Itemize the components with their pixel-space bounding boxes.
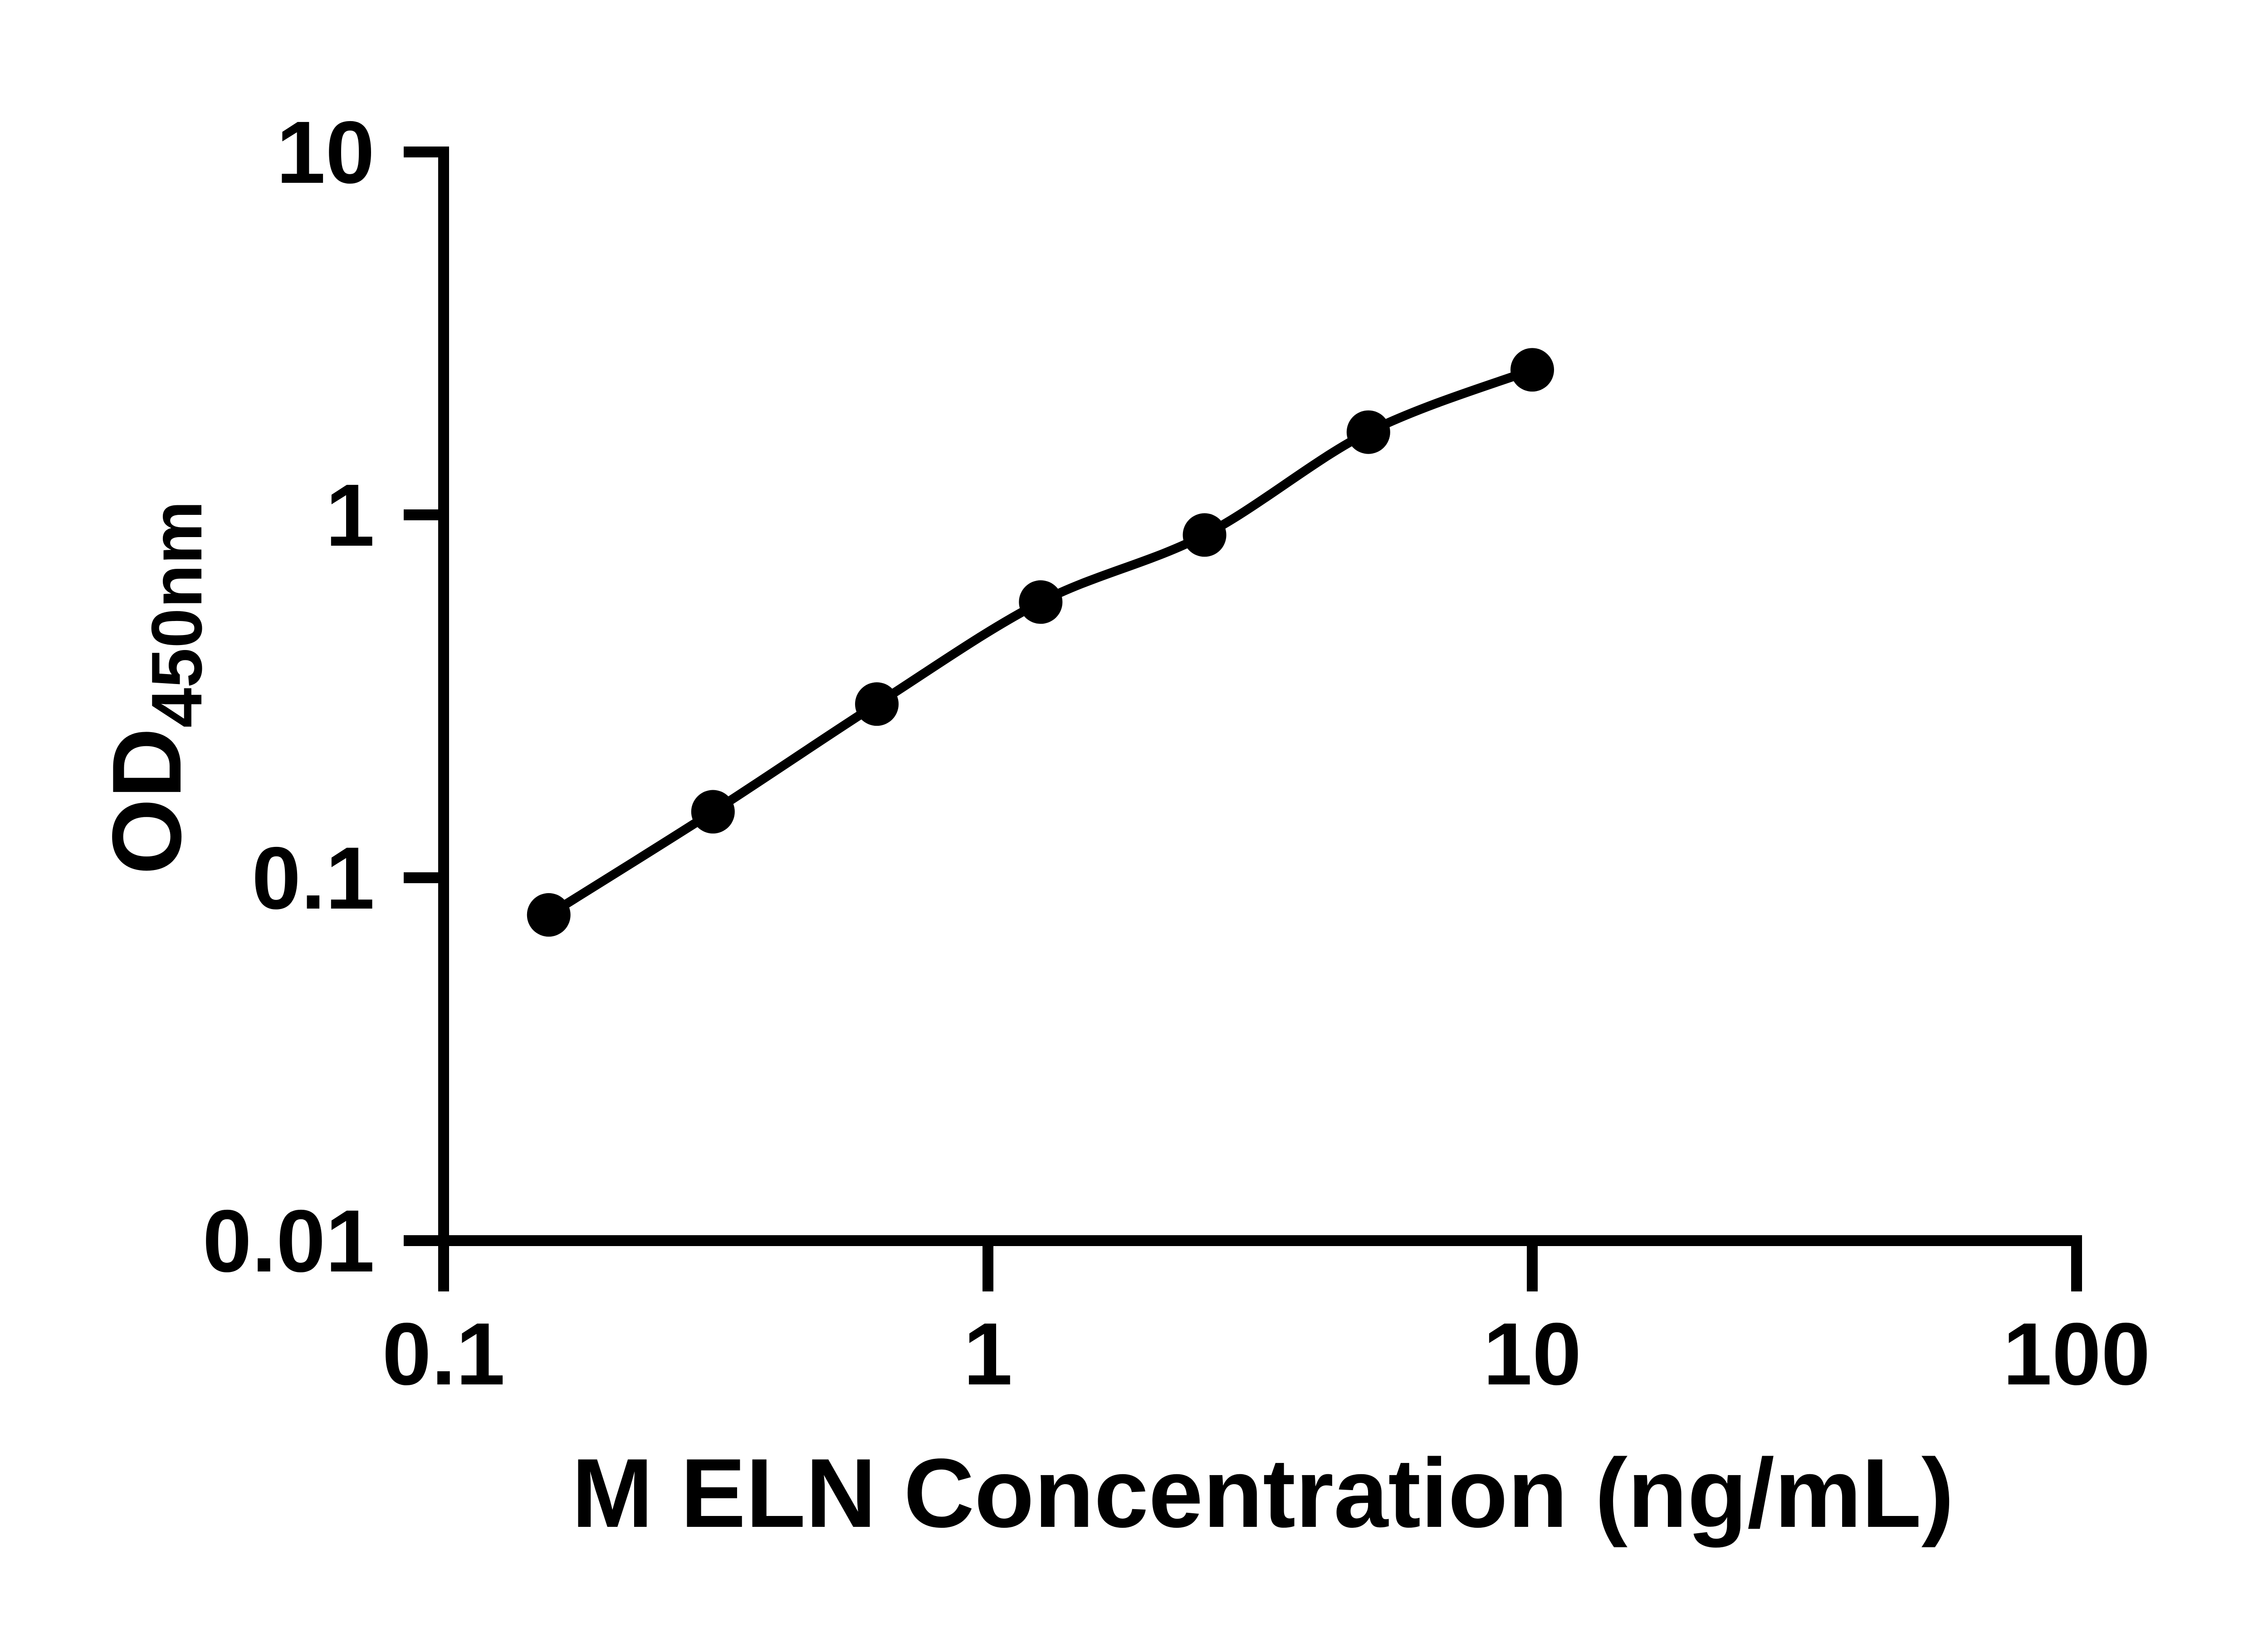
y-axis-title: OD450nm [92,501,217,875]
axes [404,147,2082,1291]
x-tick-label: 1 [963,1305,1012,1403]
y-axis-title-subscript: 450nm [137,501,217,728]
y-axis-ticks [404,147,444,1246]
data-point-marker [1183,513,1227,557]
data-point-marker [1019,580,1063,624]
y-tick-label: 0.1 [252,829,375,928]
y-tick-label: 0.01 [202,1192,375,1291]
data-point-markers [527,348,1554,937]
y-tick-label: 1 [326,466,375,565]
x-tick-label: 0.1 [382,1305,505,1403]
x-axis-title: M ELN Concentration (ng/mL) [572,1438,1954,1548]
y-tick-label: 10 [276,103,375,202]
data-point-marker [691,790,735,834]
y-axis-tick-labels: 0.01 0.1 1 10 [202,103,375,1291]
data-point-marker [1510,348,1554,392]
data-point-marker [1346,410,1390,454]
x-axis-tick-labels: 0.1 1 10 100 [382,1305,2150,1403]
data-point-marker [855,682,899,726]
y-axis-title-main: OD [92,728,201,875]
x-tick-label: 100 [2003,1305,2150,1403]
data-point-marker [527,893,571,937]
x-tick-label: 10 [1483,1305,1582,1403]
x-axis-ticks [438,1241,2082,1291]
